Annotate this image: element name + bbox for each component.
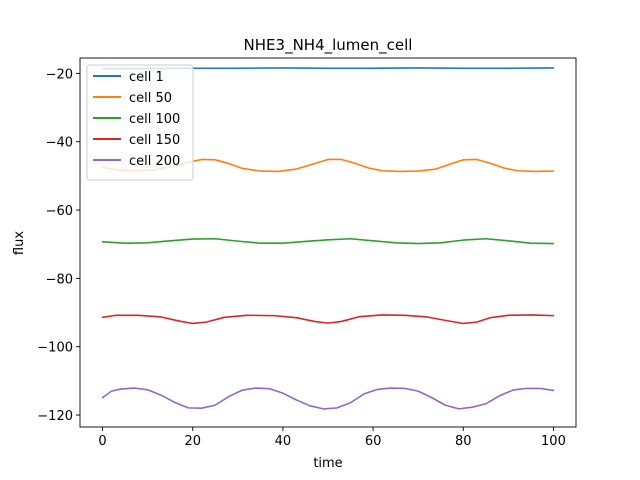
series-line-cell-150 <box>101 314 555 325</box>
series-line-cell-200 <box>101 387 555 410</box>
y-tick-label: −60 <box>46 204 73 219</box>
y-tick-label: −20 <box>46 67 73 82</box>
y-tick-label: −100 <box>37 341 73 356</box>
x-tick-label: 0 <box>98 434 106 449</box>
y-tick-label: −40 <box>46 136 73 151</box>
series-line-cell-100 <box>101 237 555 245</box>
legend-label: cell 100 <box>129 112 180 127</box>
x-axis-title: time <box>313 456 342 471</box>
y-tick-label: −80 <box>46 272 73 287</box>
x-tick-label: 20 <box>184 434 201 449</box>
x-tick-label: 60 <box>365 434 382 449</box>
x-tick-label: 80 <box>455 434 472 449</box>
chart-title: NHE3_NH4_lumen_cell <box>244 36 413 55</box>
legend: cell 1 cell 50 cell 100 cell 150 cell 200 <box>86 64 194 181</box>
x-tick-label: 100 <box>541 434 566 449</box>
legend-label: cell 1 <box>129 70 164 85</box>
x-tick-label: 40 <box>275 434 292 449</box>
legend-label: cell 50 <box>129 91 172 106</box>
legend-label: cell 200 <box>129 154 180 169</box>
y-tick-label: −120 <box>37 409 73 424</box>
axes-frame <box>79 57 577 428</box>
legend-box <box>86 64 194 181</box>
y-axis-title: flux <box>12 231 27 255</box>
legend-label: cell 150 <box>129 133 180 148</box>
plot-area: 0 20 40 60 80 100 −120 −100 −80 −60 −40 −20 <box>37 57 577 449</box>
